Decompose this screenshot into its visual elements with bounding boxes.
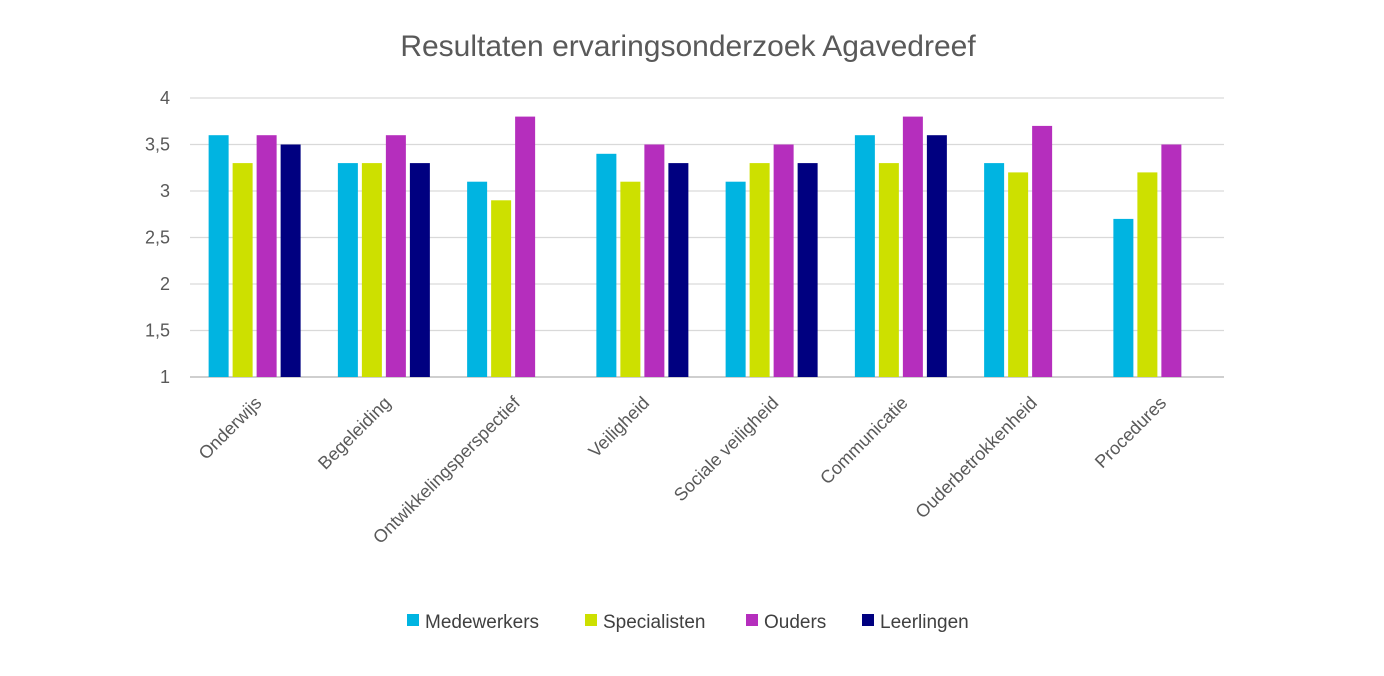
bar-specialisten-4 — [620, 181, 641, 377]
bar-specialisten-3 — [491, 200, 512, 377]
bar-specialisten-6 — [878, 163, 899, 377]
y-tick-label: 1 — [160, 367, 170, 387]
bar-ouders-5 — [773, 144, 794, 377]
bar-medewerkers-5 — [725, 181, 746, 377]
legend-swatch — [746, 614, 758, 626]
bar-ouders-6 — [902, 116, 923, 377]
bar-specialisten-1 — [232, 163, 253, 377]
bars — [208, 116, 1182, 378]
y-tick-label: 2,5 — [145, 228, 170, 248]
legend-item: Leerlingen — [862, 612, 969, 633]
legend-label: Specialisten — [603, 612, 705, 633]
legend-swatch — [862, 614, 874, 626]
y-tick-label: 4 — [160, 88, 170, 108]
bar-leerlingen-4 — [668, 163, 689, 377]
bar-specialisten-7 — [1008, 172, 1029, 377]
bar-medewerkers-7 — [984, 163, 1005, 377]
bar-medewerkers-8 — [1113, 218, 1134, 377]
bar-medewerkers-2 — [337, 163, 358, 377]
bar-specialisten-5 — [749, 163, 770, 377]
bar-leerlingen-5 — [797, 163, 818, 377]
legend-swatch — [585, 614, 597, 626]
legend-item: Ouders — [746, 612, 826, 633]
x-category-label: Begeleiding — [314, 393, 395, 474]
y-tick-label: 3,5 — [145, 135, 170, 155]
y-tick-label: 2 — [160, 274, 170, 294]
y-axis-ticks: 1 1,5 2 2,5 3 3,5 4 — [145, 88, 170, 387]
legend-item: Medewerkers — [407, 612, 539, 633]
legend-label: Ouders — [764, 612, 826, 633]
x-category-label: Procedures — [1091, 393, 1170, 472]
x-category-label: Sociale veiligheid — [670, 393, 782, 505]
legend-item: Specialisten — [585, 612, 705, 633]
x-category-label: Communicatie — [816, 393, 911, 488]
bar-specialisten-8 — [1137, 172, 1158, 377]
bar-ouders-1 — [256, 135, 277, 377]
bar-leerlingen-6 — [926, 135, 947, 377]
bar-ouders-7 — [1032, 125, 1053, 378]
bar-ouders-8 — [1161, 144, 1182, 377]
legend-label: Leerlingen — [880, 612, 969, 633]
bar-medewerkers-3 — [467, 181, 488, 377]
bar-medewerkers-4 — [596, 153, 617, 377]
x-category-label: Veiligheid — [585, 393, 654, 462]
bar-leerlingen-2 — [409, 163, 430, 377]
bar-ouders-2 — [385, 135, 406, 377]
bar-ouders-3 — [515, 116, 536, 377]
legend-swatch — [407, 614, 419, 626]
bar-medewerkers-1 — [208, 135, 229, 377]
legend-label: Medewerkers — [425, 612, 539, 633]
bar-specialisten-2 — [361, 163, 382, 377]
x-category-label: Ouderbetrokkenheid — [911, 393, 1040, 522]
y-tick-label: 1,5 — [145, 321, 170, 341]
y-tick-label: 3 — [160, 181, 170, 201]
bar-medewerkers-6 — [854, 135, 875, 377]
legend: Medewerkers Specialisten Ouders Leerlingen — [407, 612, 969, 633]
bar-leerlingen-1 — [280, 144, 301, 377]
bar-ouders-4 — [644, 144, 665, 377]
x-category-label: Ontwikkelingsperspectief — [369, 392, 525, 548]
x-category-label: Onderwijs — [195, 393, 266, 464]
chart-title: Resultaten ervaringsonderzoek Agavedreef — [400, 30, 976, 63]
x-axis-labels: Onderwijs BegeleidingOntwikkelingsperspec… — [195, 392, 1170, 548]
